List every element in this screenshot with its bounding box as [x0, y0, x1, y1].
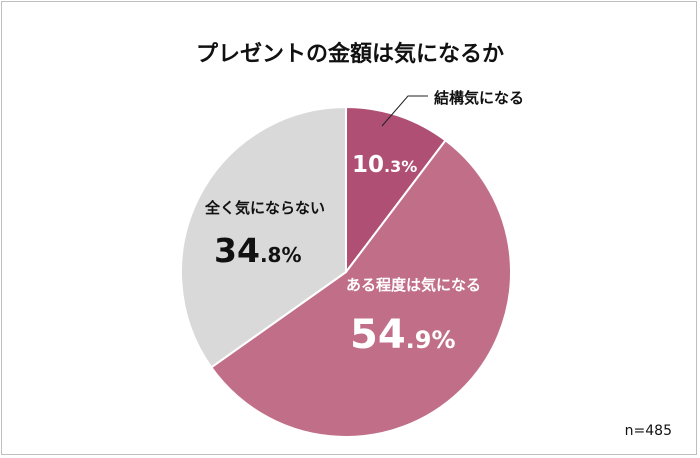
slice-label-small: 結構気になる — [434, 89, 524, 107]
slice-label-large: ある程度は気になる — [346, 276, 481, 294]
slice-value-large: 54.9% — [350, 312, 456, 358]
pie-slices — [180, 105, 512, 439]
chart-title: プレゼントの金額は気になるか — [195, 42, 504, 67]
pie-slice-2 — [180, 105, 347, 369]
pie-slice-0 — [345, 105, 447, 275]
pie-slice-1 — [209, 138, 512, 439]
slice-label-medium: 全く気にならない — [204, 199, 325, 217]
slice-value-medium: 34.8% — [214, 231, 302, 270]
leader-line — [381, 95, 428, 127]
slice-value-small: 10.3% — [352, 152, 417, 178]
sample-size-note: n=485 — [624, 423, 672, 439]
